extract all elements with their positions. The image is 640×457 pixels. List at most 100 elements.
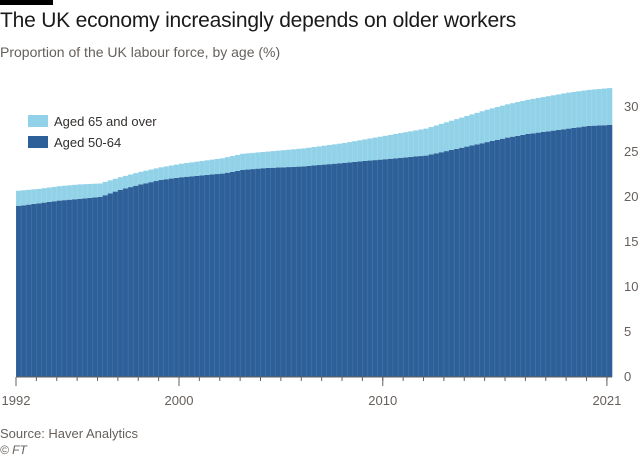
bar-aged-65-over [576,91,582,128]
bar-aged-50-64 [413,156,419,377]
bar-aged-50-64 [428,154,435,377]
bar-aged-50-64 [133,185,139,377]
bar-aged-50-64 [459,147,465,377]
bar-aged-65-over [377,136,384,160]
bar-aged-65-over [352,141,358,162]
bar-aged-65-over [179,163,185,178]
bar-group [15,88,613,378]
bar-aged-65-over [270,151,277,168]
bar-aged-65-over [36,188,42,204]
bar-aged-50-64 [581,126,587,377]
bar-aged-65-over [362,139,368,161]
bar-aged-65-over [326,145,333,165]
bar-aged-65-over [138,171,144,185]
bar-aged-65-over [275,150,282,168]
bar-aged-65-over [280,150,287,168]
bar-aged-65-over [56,186,63,201]
bar-aged-65-over [128,174,134,188]
bar-aged-65-over [540,97,547,132]
bar-aged-65-over [443,122,450,152]
bar-aged-50-64 [326,164,333,377]
bar-aged-65-over [173,164,180,178]
bar-aged-50-64 [148,182,154,377]
bar-aged-65-over [342,143,348,163]
bar-aged-65-over [229,156,236,172]
bar-aged-50-64 [535,132,541,377]
bar-aged-65-over [285,149,292,168]
bar-aged-50-64 [204,174,210,377]
bar-aged-65-over [413,130,419,157]
bar-aged-65-over [505,104,511,138]
bar-aged-50-64 [179,177,185,377]
bar-aged-65-over [484,109,491,143]
bar-aged-65-over [82,184,88,199]
y-tick-label: 25 [624,144,638,159]
bar-aged-65-over [235,154,241,171]
bar-aged-65-over [311,147,317,166]
bar-aged-50-64 [311,165,317,377]
bar-aged-50-64 [464,146,470,377]
bar-aged-50-64 [357,161,363,377]
bar-aged-50-64 [352,161,358,377]
bar-aged-50-64 [21,205,27,377]
bar-aged-50-64 [433,153,440,377]
bar-aged-65-over [561,93,567,130]
bar-aged-65-over [586,89,592,126]
bar-aged-50-64 [265,167,272,377]
bar-aged-65-over [184,163,190,177]
bar-aged-65-over [148,169,154,183]
bar-aged-65-over [454,119,460,149]
bar-aged-50-64 [255,168,261,377]
bar-aged-65-over [255,152,261,169]
bar-aged-50-64 [163,179,170,377]
bar-aged-50-64 [128,187,134,377]
bar-aged-50-64 [382,159,389,377]
bar-aged-50-64 [245,169,251,377]
bar-aged-65-over [219,158,226,174]
bar-aged-65-over [403,132,409,158]
bar-aged-65-over [224,157,231,173]
bar-aged-65-over [122,175,129,189]
bar-aged-50-64 [102,195,108,377]
bar-aged-50-64 [158,179,165,377]
y-tick-label: 10 [624,279,638,294]
bar-aged-50-64 [112,191,119,377]
bar-aged-50-64 [275,167,282,377]
x-tick-label: 1992 [2,393,31,408]
x-tick-label: 2010 [368,393,397,408]
chart-subtitle: Proportion of the UK labour force, by ag… [0,44,281,60]
legend-swatch [28,115,48,127]
bar-aged-50-64 [601,125,608,377]
bar-aged-50-64 [606,125,613,377]
bar-aged-50-64 [362,161,368,377]
bar-aged-65-over [530,98,536,134]
bar-aged-50-64 [586,125,592,378]
bar-aged-65-over [596,89,603,126]
bar-aged-65-over [438,123,445,153]
bar-aged-65-over [158,167,165,180]
bar-aged-65-over [571,91,577,128]
y-tick-label: 30 [624,99,638,114]
bar-aged-50-64 [56,200,63,377]
bar-aged-50-64 [72,199,78,377]
bar-aged-50-64 [525,134,531,377]
bar-aged-65-over [601,88,608,126]
bar-aged-50-64 [97,197,103,377]
bar-aged-50-64 [250,169,256,377]
bar-aged-50-64 [229,171,236,377]
bar-aged-50-64 [494,139,501,377]
bar-aged-65-over [102,181,108,196]
bar-aged-50-64 [377,159,384,377]
legend-label: Aged 50-64 [54,135,121,150]
bar-aged-50-64 [398,157,404,377]
bar-aged-65-over [347,142,353,163]
bar-aged-50-64 [270,167,277,377]
bar-aged-65-over [51,186,58,202]
bar-aged-65-over [163,166,170,180]
bar-aged-65-over [408,131,414,157]
bar-aged-50-64 [454,148,460,377]
bar-aged-65-over [459,117,465,148]
bar-aged-50-64 [235,170,241,377]
bar-aged-50-64 [240,170,246,377]
bar-aged-50-64 [291,166,297,377]
